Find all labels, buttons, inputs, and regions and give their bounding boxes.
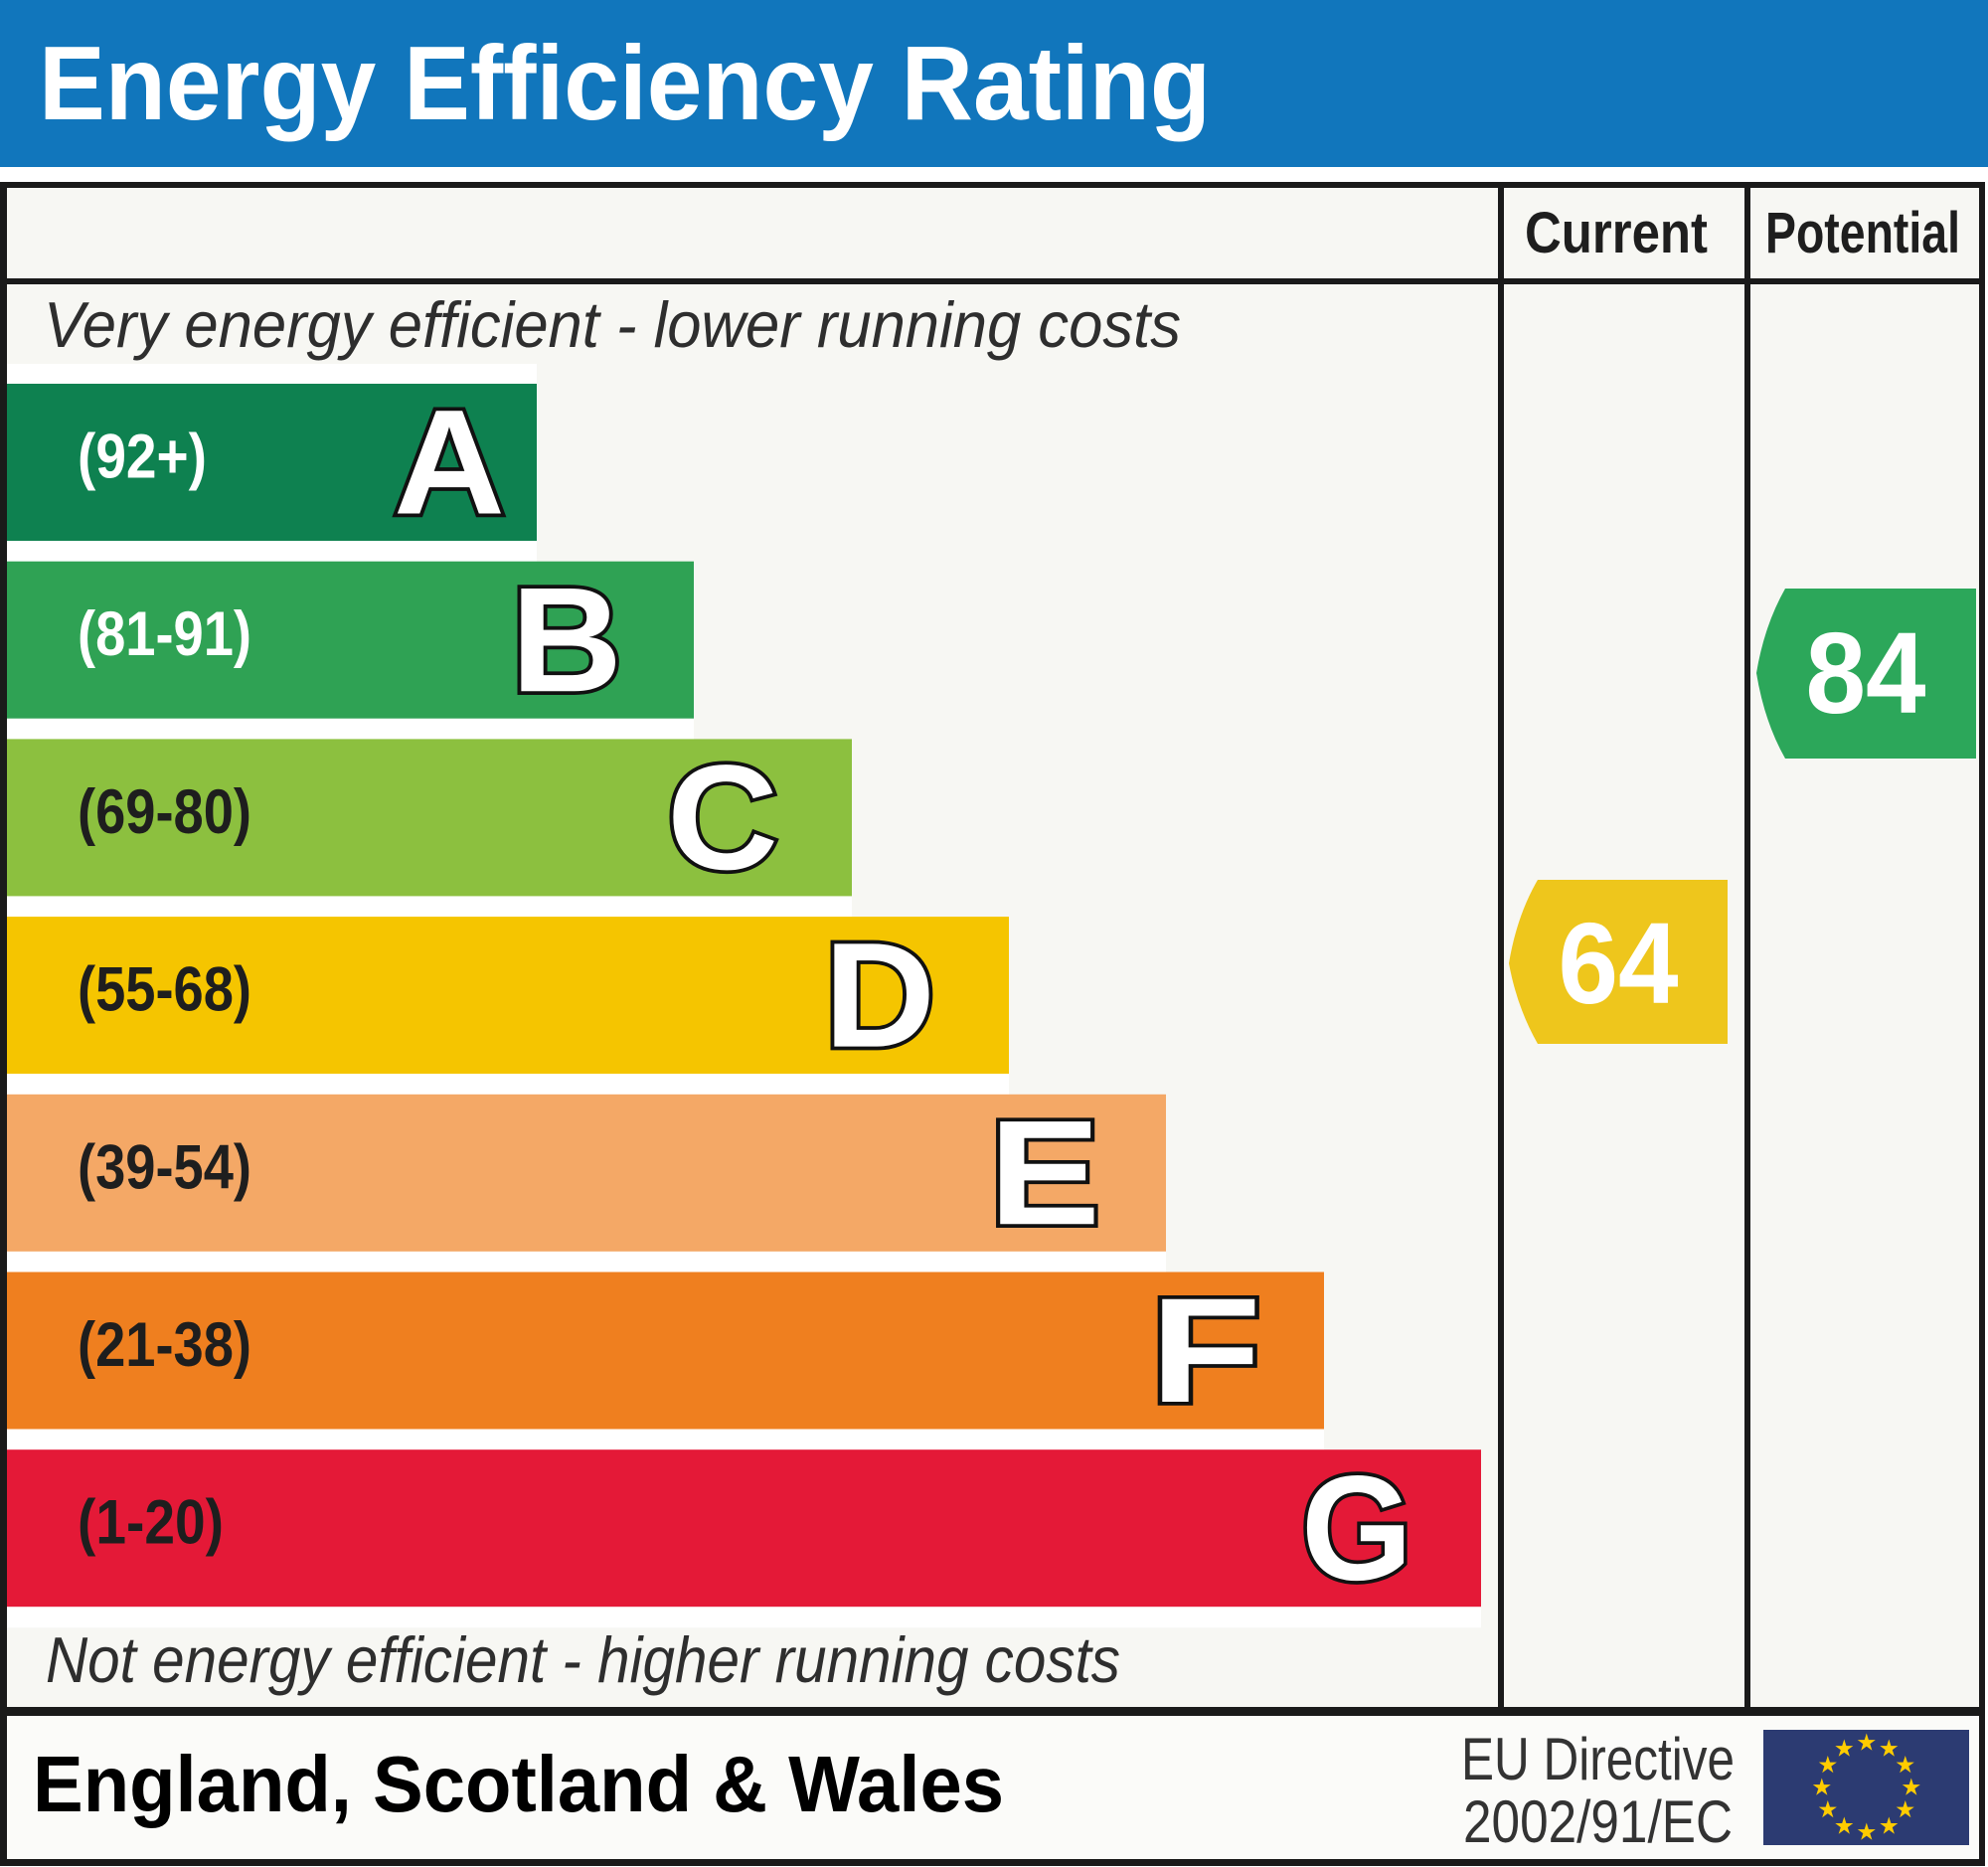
- svg-text:Very energy efficient - lower: Very energy efficient - lower running co…: [44, 288, 1181, 361]
- svg-text:Potential: Potential: [1765, 201, 1960, 265]
- svg-text:(69-80): (69-80): [78, 777, 251, 847]
- svg-text:64: 64: [1559, 899, 1679, 1028]
- svg-text:(92+): (92+): [78, 423, 207, 492]
- svg-text:C: C: [667, 734, 778, 901]
- svg-text:D: D: [824, 912, 935, 1079]
- svg-text:Current: Current: [1525, 201, 1708, 265]
- svg-text:EU Directive: EU Directive: [1461, 1726, 1735, 1792]
- svg-text:Energy Efficiency Rating: Energy Efficiency Rating: [39, 25, 1211, 142]
- svg-text:G: G: [1301, 1444, 1412, 1612]
- svg-text:(39-54): (39-54): [78, 1132, 251, 1202]
- svg-text:(21-38): (21-38): [78, 1310, 251, 1380]
- svg-text:84: 84: [1806, 608, 1926, 738]
- svg-text:F: F: [1150, 1267, 1261, 1434]
- svg-text:E: E: [989, 1089, 1100, 1256]
- svg-text:2002/91/EC: 2002/91/EC: [1463, 1788, 1733, 1855]
- svg-text:B: B: [511, 556, 622, 723]
- svg-text:England, Scotland & Wales: England, Scotland & Wales: [33, 1740, 1004, 1828]
- svg-text:(55-68): (55-68): [78, 955, 251, 1025]
- svg-text:(1-20): (1-20): [78, 1488, 224, 1558]
- svg-text:Not energy efficient - higher: Not energy efficient - higher running co…: [46, 1623, 1120, 1696]
- svg-text:A: A: [394, 379, 505, 546]
- svg-text:(81-91): (81-91): [78, 599, 251, 669]
